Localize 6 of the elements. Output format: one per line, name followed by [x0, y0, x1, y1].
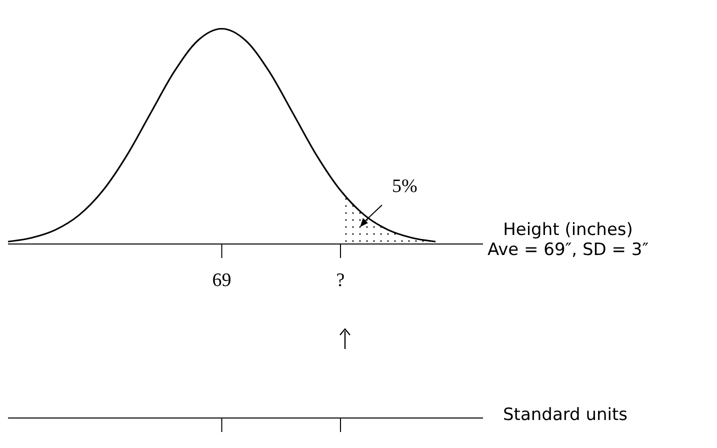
x-tick-label: ? [336, 270, 345, 291]
x-tick-label: 69 [212, 270, 232, 291]
text: Ave = 69″, SD = 3″ [486, 240, 650, 260]
x2-axis-title: Standard units [503, 405, 628, 425]
x-axis-title: Height (inches) [502, 220, 634, 240]
annotation: 5% [392, 176, 418, 198]
